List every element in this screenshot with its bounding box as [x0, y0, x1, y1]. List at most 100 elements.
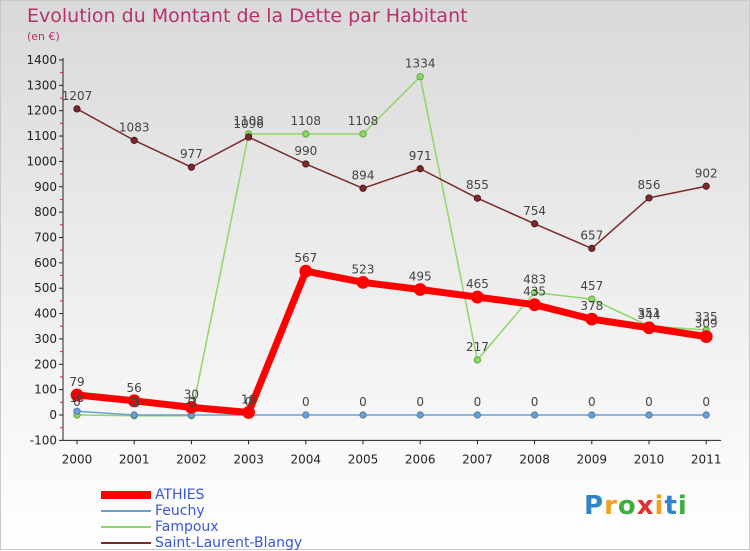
- data-label: 977: [180, 147, 203, 161]
- data-label: 457: [580, 279, 603, 293]
- data-label: 10: [241, 392, 256, 406]
- data-point: [413, 283, 427, 296]
- logo-letter: x: [636, 491, 655, 521]
- y-tick-label: 300: [34, 332, 57, 346]
- data-point: [588, 244, 596, 252]
- data-point: [130, 136, 138, 144]
- data-label: 335: [695, 310, 718, 324]
- data-label: 0: [73, 395, 81, 409]
- data-label: 351: [638, 306, 661, 320]
- data-label: 378: [580, 299, 603, 313]
- data-label: 0: [245, 395, 253, 409]
- data-label: 894: [352, 168, 375, 182]
- data-point: [473, 411, 481, 419]
- data-label: 465: [466, 277, 489, 291]
- data-label: 79: [69, 375, 84, 389]
- data-point: [359, 184, 367, 192]
- data-point: [528, 298, 541, 312]
- data-point: [642, 321, 656, 335]
- data-point: [530, 220, 539, 228]
- data-label: 495: [409, 269, 432, 283]
- y-tick-label: 800: [34, 205, 57, 219]
- data-label: 0: [416, 395, 424, 409]
- data-label: 0: [645, 395, 653, 409]
- series-line-athies: [73, 267, 710, 416]
- y-tick-label: 700: [34, 230, 57, 244]
- legend: ATHIES Feuchy Fampoux Saint-Laurent-Blangy: [101, 487, 302, 551]
- legend-item: Fampoux: [101, 519, 302, 535]
- data-point: [242, 406, 256, 419]
- legend-item: Saint-Laurent-Blangy: [101, 535, 302, 551]
- x-tick-label: 2005: [348, 452, 379, 466]
- data-point: [130, 411, 138, 419]
- data-label: 971: [409, 149, 432, 163]
- y-tick-label: 1200: [26, 104, 57, 118]
- data-label: 855: [466, 178, 489, 192]
- data-label: 657: [580, 228, 603, 242]
- data-point: [473, 194, 481, 202]
- legend-label: Fampoux: [155, 519, 219, 535]
- data-label: 56: [127, 381, 142, 395]
- x-tick-label: 2002: [176, 452, 207, 466]
- legend-swatch: [101, 542, 151, 544]
- data-label: 1096: [233, 117, 264, 131]
- chart-title: Evolution du Montant de la Dette par Hab…: [27, 5, 468, 27]
- data-label: 0: [188, 395, 196, 409]
- series-line-feuchy: [76, 410, 707, 416]
- data-label: 0: [531, 395, 539, 409]
- x-tick-label: 2010: [634, 452, 665, 466]
- y-tick-label: 900: [34, 180, 57, 194]
- y-tick-label: 1100: [26, 129, 57, 143]
- data-label: 990: [294, 144, 317, 158]
- y-tick-label: 200: [34, 357, 57, 371]
- data-label: 0: [130, 395, 138, 409]
- x-tick-label: 2011: [691, 452, 722, 466]
- x-tick-label: 2000: [62, 452, 93, 466]
- data-label: 309: [695, 317, 718, 331]
- logo-letter: r: [604, 491, 618, 521]
- y-tick-label: 100: [34, 383, 57, 397]
- data-point: [359, 411, 367, 419]
- data-label: -3: [128, 396, 140, 410]
- data-point: [73, 105, 81, 113]
- y-tick-label: 1300: [26, 78, 57, 92]
- legend-label: Feuchy: [155, 503, 205, 519]
- data-point: [70, 388, 84, 402]
- data-label: 1108: [348, 114, 379, 128]
- data-point: [302, 160, 310, 168]
- data-point: [645, 194, 653, 202]
- data-label: 483: [523, 273, 546, 287]
- x-tick-label: 2001: [119, 452, 150, 466]
- data-point: [588, 295, 596, 303]
- data-point: [73, 407, 81, 415]
- data-point: [187, 163, 195, 171]
- legend-label: ATHIES: [155, 487, 205, 503]
- data-point: [530, 411, 539, 419]
- x-tick-label: 2003: [233, 452, 264, 466]
- legend-label: Saint-Laurent-Blangy: [155, 535, 303, 551]
- data-label: 1108: [233, 114, 264, 128]
- data-label: 0: [702, 395, 710, 409]
- data-point: [356, 275, 370, 289]
- data-label: 344: [638, 308, 661, 322]
- data-point: [127, 394, 141, 408]
- data-label: 0: [474, 395, 482, 409]
- data-label: -3: [185, 396, 197, 410]
- legend-item: ATHIES: [101, 487, 302, 503]
- data-label: 1334: [405, 57, 436, 71]
- y-tick-label: 500: [34, 281, 57, 295]
- data-point: [359, 130, 367, 138]
- data-point: [416, 73, 424, 81]
- data-label: 1108: [291, 114, 322, 128]
- x-tick-label: 2009: [577, 452, 608, 466]
- legend-swatch: [101, 510, 151, 512]
- data-point: [416, 411, 424, 419]
- data-point: [416, 165, 424, 173]
- data-point: [245, 133, 253, 141]
- legend-swatch: [101, 526, 151, 528]
- data-point: [699, 330, 713, 344]
- x-tick-label: 2006: [405, 452, 436, 466]
- x-tick-label: 2007: [462, 452, 493, 466]
- legend-item: Feuchy: [101, 503, 302, 519]
